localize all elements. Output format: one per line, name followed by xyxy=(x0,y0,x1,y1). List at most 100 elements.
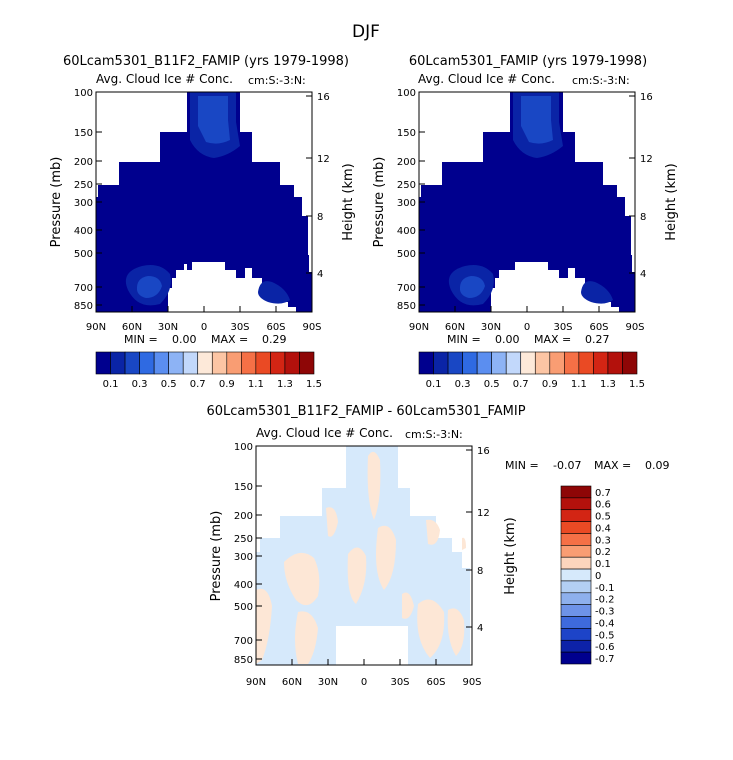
panel-2-ytick-500: 500 xyxy=(397,249,416,260)
panel-3-peach-7 xyxy=(376,525,396,590)
panel-1-xtick-90n: 90N xyxy=(86,322,106,333)
panel-3-ytick-250: 250 xyxy=(234,534,253,545)
panel-3-y2tick-4: 4 xyxy=(477,623,483,634)
colorbar-box xyxy=(95,351,111,375)
panel-3-xtick-90n: 90N xyxy=(246,677,266,688)
colorbar-label: 1.1 xyxy=(248,379,264,390)
panel-1-y-ticks: 100 150 200 250 300 400 500 700 850 xyxy=(74,88,102,312)
colorbar-box xyxy=(560,639,592,653)
colorbar-box xyxy=(560,651,592,665)
colorbar-label: 1.5 xyxy=(629,379,645,390)
panel-2-xtick-90s: 90S xyxy=(625,322,644,333)
colorbar-label: 0.3 xyxy=(595,535,611,546)
panel-3-y2tick-8: 8 xyxy=(477,566,483,577)
colorbar-box xyxy=(560,616,592,629)
panel-1-y2tick-12: 12 xyxy=(317,154,330,165)
colorbar-label: 0 xyxy=(595,571,601,582)
panel-1-xtick-60n: 60N xyxy=(122,322,142,333)
colorbar-box xyxy=(549,351,565,375)
panel-3-max-value: 0.09 xyxy=(645,459,670,472)
panel-1-ytick-150: 150 xyxy=(74,128,93,139)
colorbar-box xyxy=(560,580,592,594)
panel-3-min-value: -0.07 xyxy=(553,459,581,472)
panel-1-xtick-30n: 30N xyxy=(158,322,178,333)
panel-3-y2tick-12: 12 xyxy=(477,508,490,519)
panel-3-units: cm:S:-3:N: xyxy=(405,428,463,441)
panel-2-ytick-200: 200 xyxy=(397,157,416,168)
colorbar-box xyxy=(560,592,592,605)
panel-2-title: 60Lcam5301_FAMIP (yrs 1979-1998) xyxy=(409,54,647,69)
panel-1-ytick-500: 500 xyxy=(74,249,93,260)
panel-3-peach-8 xyxy=(402,592,414,619)
colorbar-label: 0.1 xyxy=(103,379,119,390)
colorbar-box xyxy=(284,351,300,375)
panel-3-peach-4 xyxy=(326,507,338,537)
panel-2-blob-right xyxy=(581,281,613,304)
panel-2-ytick-300: 300 xyxy=(397,198,416,209)
panel-1-y2tick-8: 8 xyxy=(317,212,323,223)
panel-3-axes: 100 150 200 250 300 400 500 700 850 16 1… xyxy=(209,442,518,688)
colorbar-box xyxy=(197,351,213,375)
panel-3-colorbar: 0.70.60.50.40.30.20.10-0.1-0.2-0.3-0.4-0… xyxy=(560,485,615,665)
colorbar-box xyxy=(534,351,551,375)
panel-3-peach-11 xyxy=(447,608,465,656)
panel-1-max-value: 0.29 xyxy=(262,333,287,346)
panel-1-xtick-60s: 60S xyxy=(266,322,285,333)
colorbar-box xyxy=(564,351,580,375)
panel-1-xtick-0: 0 xyxy=(201,322,207,333)
panel-3-peach-3 xyxy=(295,611,318,664)
panel-2-max-value: 0.27 xyxy=(585,333,610,346)
panel-2-x-ticks: 90N 60N 30N 0 30S 60S 90S xyxy=(409,306,645,333)
colorbar-box xyxy=(560,556,592,570)
panel-3-ytick-200: 200 xyxy=(234,511,253,522)
colorbar-label: 0.3 xyxy=(132,379,148,390)
colorbar-box xyxy=(560,497,592,511)
panel-1-ylabel: Pressure (mb) xyxy=(49,157,64,248)
panel-2-stats: MIN = 0.00 MAX = 0.27 xyxy=(447,333,610,346)
panel-2-ytick-100: 100 xyxy=(397,88,416,99)
panel-1-xtick-90s: 90S xyxy=(302,322,321,333)
panel-1-units: cm:S:-3:N: xyxy=(248,74,306,87)
colorbar-label: 0.5 xyxy=(484,379,500,390)
colorbar-box xyxy=(153,351,169,375)
panel-1-xtick-30s: 30S xyxy=(230,322,249,333)
colorbar-box xyxy=(299,351,315,375)
panel-3-ytick-850: 850 xyxy=(234,655,253,666)
panel-3-stats: MIN = -0.07 MAX = 0.09 xyxy=(505,459,670,472)
panel-3-ytick-500: 500 xyxy=(234,602,253,613)
panel-3-field xyxy=(256,446,470,665)
colorbar-box xyxy=(110,351,126,375)
panel-3-title: 60Lcam5301_B11F2_FAMIP - 60Lcam5301_FAMI… xyxy=(206,404,525,419)
colorbar-box xyxy=(433,351,449,375)
colorbar-box xyxy=(168,351,184,375)
colorbar-label: 0.1 xyxy=(595,559,611,570)
panel-1-stats: MIN = 0.00 MAX = 0.29 xyxy=(124,333,287,346)
panel-3-surface-gap xyxy=(336,626,408,665)
colorbar-label: 0.7 xyxy=(595,488,611,499)
panel-1-title: 60Lcam5301_B11F2_FAMIP (yrs 1979-1998) xyxy=(63,54,349,69)
colorbar-label: -0.6 xyxy=(595,642,615,653)
panel-2-ytick-700: 700 xyxy=(397,283,416,294)
colorbar-box xyxy=(270,351,286,375)
colorbar-label: 0.7 xyxy=(190,379,206,390)
colorbar-box xyxy=(607,351,623,375)
panel-1-gap-b xyxy=(222,262,224,270)
panel-3-y2label: Height (km) xyxy=(503,517,518,594)
panel-3-xtick-30n: 30N xyxy=(318,677,338,688)
panel-3-peach-10 xyxy=(417,599,445,658)
panel-3: 60Lcam5301_B11F2_FAMIP - 60Lcam5301_FAMI… xyxy=(206,404,669,688)
panel-1-min-label: MIN = xyxy=(124,333,158,346)
colorbar-label: 0.2 xyxy=(595,547,611,558)
panel-3-xtick-60s: 60S xyxy=(426,677,445,688)
panel-1-axes: 100 150 200 250 300 400 500 700 850 16 1… xyxy=(49,88,356,333)
colorbar-label: 0.6 xyxy=(595,500,611,511)
panel-1-ytick-100: 100 xyxy=(74,88,93,99)
panel-3-max-label: MAX = xyxy=(594,459,631,472)
colorbar-label: 0.5 xyxy=(595,512,611,523)
panel-2-ytick-850: 850 xyxy=(397,301,416,312)
panel-1-ytick-300: 300 xyxy=(74,198,93,209)
colorbar-label: -0.5 xyxy=(595,630,615,641)
panel-2-xtick-90n: 90N xyxy=(409,322,429,333)
panel-2-colorbar: 0.1 0.3 0.5 0.7 0.9 1.1 1.3 1.5 xyxy=(418,351,645,390)
colorbar-box xyxy=(560,509,592,522)
